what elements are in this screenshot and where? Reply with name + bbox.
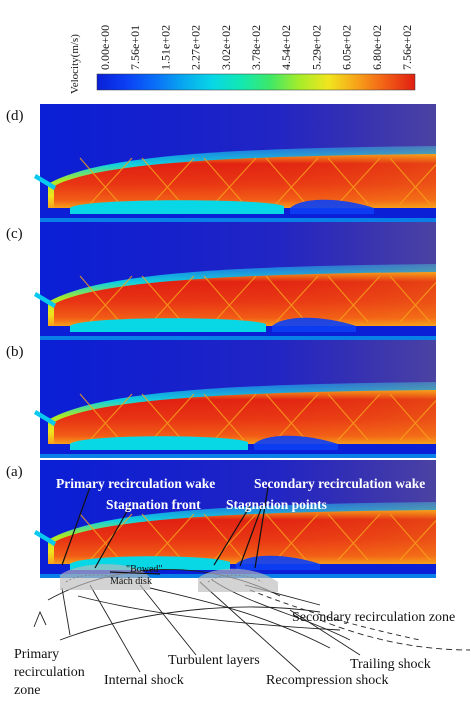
- colorbar-tick-label: 6.80e+02: [370, 25, 384, 70]
- panel-label: (b): [6, 344, 24, 360]
- leader-recompression: [199, 581, 301, 673]
- primary-recirculation: [70, 200, 284, 214]
- label-primary-zone-2: recirculation: [14, 665, 85, 680]
- label-bowed: "Bowed": [126, 564, 163, 575]
- nozzle: [34, 292, 56, 308]
- label-turbulent-layers: Turbulent layers: [168, 653, 260, 668]
- shock-cell: [265, 157, 319, 205]
- shock-cell: [203, 513, 257, 561]
- label-secondary-zone: Secondary recirculation zone: [292, 610, 455, 625]
- arrow-stagnation-1: [213, 505, 251, 566]
- bottom-edge: [40, 336, 436, 340]
- colorbar-tick-label: 3.02e+02: [219, 25, 233, 70]
- label-internal-shock: Internal shock: [104, 673, 184, 688]
- contour-panel: (b): [6, 340, 436, 458]
- nozzle: [34, 410, 56, 426]
- label-primary-zone-3: zone: [14, 683, 40, 698]
- shock-cell: [389, 513, 436, 561]
- annotation-arrows: [61, 486, 269, 575]
- contour-panel: (a): [6, 460, 436, 578]
- wall-edge: [33, 610, 47, 628]
- shock-curve: [59, 606, 321, 641]
- shock-cell: [141, 157, 195, 205]
- arrow-stagnation-2: [239, 505, 263, 567]
- nozzle: [34, 530, 56, 546]
- leader-trailing: [289, 609, 361, 656]
- shock-cell: [265, 513, 319, 561]
- shock-cell: [265, 275, 319, 323]
- secondary-recirculation: [272, 317, 356, 332]
- turbulent-layer-line: [149, 587, 331, 649]
- leader-turbulent: [139, 584, 197, 656]
- secondary-recirculation: [290, 199, 374, 214]
- colorbar-tick-label: 4.54e+02: [279, 25, 293, 70]
- shock-cell: [203, 275, 257, 323]
- colorbar: 0.00e+00 7.56e+01 1.51e+02 2.27e+02 3.02e+02…: [69, 25, 416, 94]
- label-primary-wake: Primary recirculation wake: [56, 476, 215, 491]
- secondary-recirculation: [254, 435, 338, 450]
- bottom-edge: [40, 454, 436, 458]
- shock-cell: [141, 393, 195, 441]
- colorbar-title: Velocity(m/s): [69, 34, 81, 94]
- shock-cell: [141, 275, 195, 323]
- shock-cell: [79, 157, 133, 205]
- shock-cell: [327, 513, 381, 561]
- colorbar-tick-label: 7.56e+01: [128, 25, 142, 70]
- contour-panels: (d) (c) (b) (a): [6, 104, 436, 578]
- colorbar-bar: [96, 73, 416, 91]
- shock-cell: [327, 157, 381, 205]
- colorbar-tick-label: 3.78e+02: [249, 25, 263, 70]
- contour-panel: (c): [6, 222, 436, 340]
- colorbar-tick-label: 7.56e+02: [400, 25, 414, 70]
- label-mach-disk: Mach disk: [110, 576, 152, 587]
- colorbar-tick-label: 6.05e+02: [340, 25, 354, 70]
- leader-primary-zone: [61, 587, 71, 636]
- label-primary-zone-1: Primary: [14, 647, 59, 662]
- nozzle: [34, 174, 56, 190]
- secondary-dashed: [249, 589, 421, 641]
- shock-cell: [389, 393, 436, 441]
- panel-label: (a): [6, 464, 23, 480]
- label-stagnation-points: Stagnation points: [226, 497, 327, 512]
- arrow-secondary-wake: [254, 486, 269, 569]
- panel-label: (d): [6, 108, 24, 124]
- shock-cell: [141, 513, 195, 561]
- label-trailing-shock: Trailing shock: [350, 657, 431, 672]
- colorbar-tick-labels: 0.00e+00 7.56e+01 1.51e+02 2.27e+02 3.02e+02…: [98, 25, 414, 70]
- contour-panel: (d): [6, 104, 436, 222]
- shock-cell: [203, 157, 257, 205]
- shock-cell: [79, 275, 133, 323]
- shock-cell: [389, 275, 436, 323]
- leader-internal-shock: [89, 584, 141, 673]
- arrow-primary-wake: [61, 486, 91, 566]
- shock-cell: [265, 393, 319, 441]
- shock-cell: [203, 393, 257, 441]
- colorbar-tick-label: 1.51e+02: [158, 25, 172, 70]
- boundary-line: [77, 595, 341, 631]
- label-recompression-shock: Recompression shock: [266, 673, 388, 688]
- primary-recirculation: [70, 318, 266, 332]
- panel-label: (c): [6, 226, 23, 242]
- colorbar-tick-label: 5.29e+02: [309, 25, 323, 70]
- colorbar-tick-label: 0.00e+00: [98, 25, 112, 70]
- secondary-recirc-shade: [198, 568, 278, 592]
- primary-recirc-shade: [60, 564, 150, 590]
- arrow-stagnation-front: [94, 505, 131, 569]
- primary-recirculation: [70, 436, 248, 450]
- arrow-mach-disk: [109, 571, 161, 575]
- shock-cell: [327, 275, 381, 323]
- shock-cell: [79, 393, 133, 441]
- shock-cell: [327, 393, 381, 441]
- shock-cell: [79, 513, 133, 561]
- colorbar-tick-label: 2.27e+02: [189, 25, 203, 70]
- label-stagnation-front: Stagnation front: [106, 497, 201, 512]
- shock-cell: [389, 157, 436, 205]
- label-secondary-wake: Secondary recirculation wake: [254, 476, 425, 491]
- bottom-edge: [40, 218, 436, 222]
